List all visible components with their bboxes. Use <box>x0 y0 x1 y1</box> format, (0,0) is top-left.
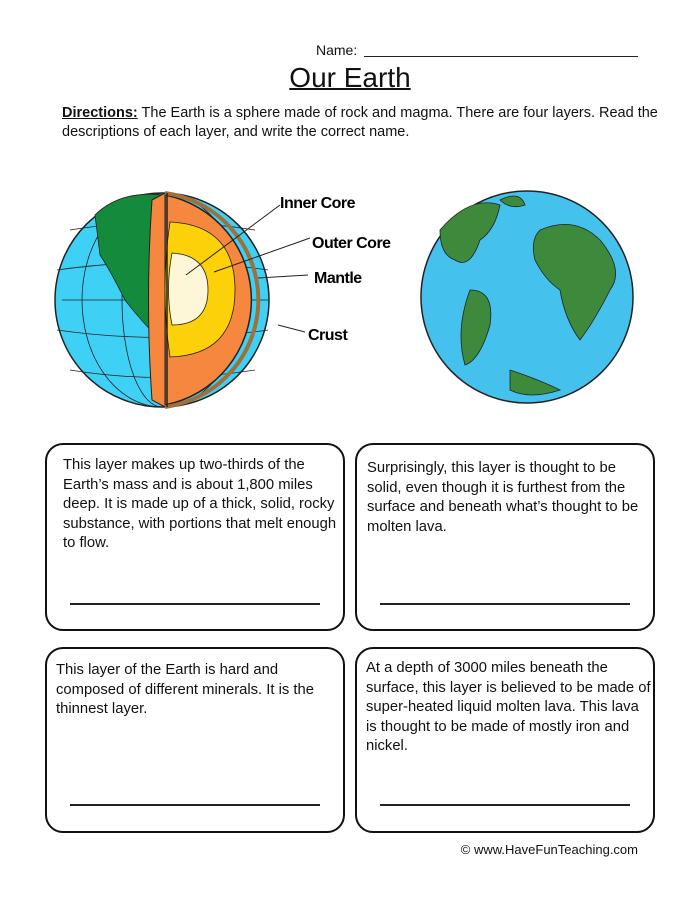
question-box-4: At a depth of 3000 miles beneath the sur… <box>355 647 655 833</box>
question-box-3: This layer of the Earth is hard and comp… <box>45 647 345 833</box>
label-mantle: Mantle <box>314 270 362 287</box>
question-box-2: Surprisingly, this layer is thought to b… <box>355 443 655 631</box>
label-inner-core: Inner Core <box>280 195 356 212</box>
earth-diagram: Inner Core Outer Core Mantle Crust <box>54 190 634 409</box>
question-text: At a depth of 3000 miles beneath the sur… <box>366 660 651 754</box>
page-title: Our Earth <box>289 62 411 93</box>
question-text: This layer makes up two-thirds of the Ea… <box>63 457 337 551</box>
label-crust: Crust <box>308 327 348 344</box>
answer-line[interactable] <box>380 804 630 806</box>
copyright-footer: © www.HaveFunTeaching.com <box>460 842 638 857</box>
name-label: Name: <box>316 42 358 58</box>
question-text: Surprisingly, this layer is thought to b… <box>367 460 639 535</box>
answer-line[interactable] <box>70 804 320 806</box>
earth-cutaway-illustration <box>54 191 311 409</box>
directions-label: Directions: <box>62 105 138 121</box>
name-field[interactable] <box>364 56 638 57</box>
directions-text: The Earth is a sphere made of rock and m… <box>62 105 658 140</box>
earth-globe-illustration <box>420 190 634 404</box>
label-outer-core: Outer Core <box>312 235 391 252</box>
answer-line[interactable] <box>380 603 630 605</box>
directions: Directions: The Earth is a sphere made o… <box>62 104 662 142</box>
question-text: This layer of the Earth is hard and comp… <box>56 662 314 717</box>
answer-line[interactable] <box>70 603 320 605</box>
question-box-1: This layer makes up two-thirds of the Ea… <box>45 443 345 631</box>
